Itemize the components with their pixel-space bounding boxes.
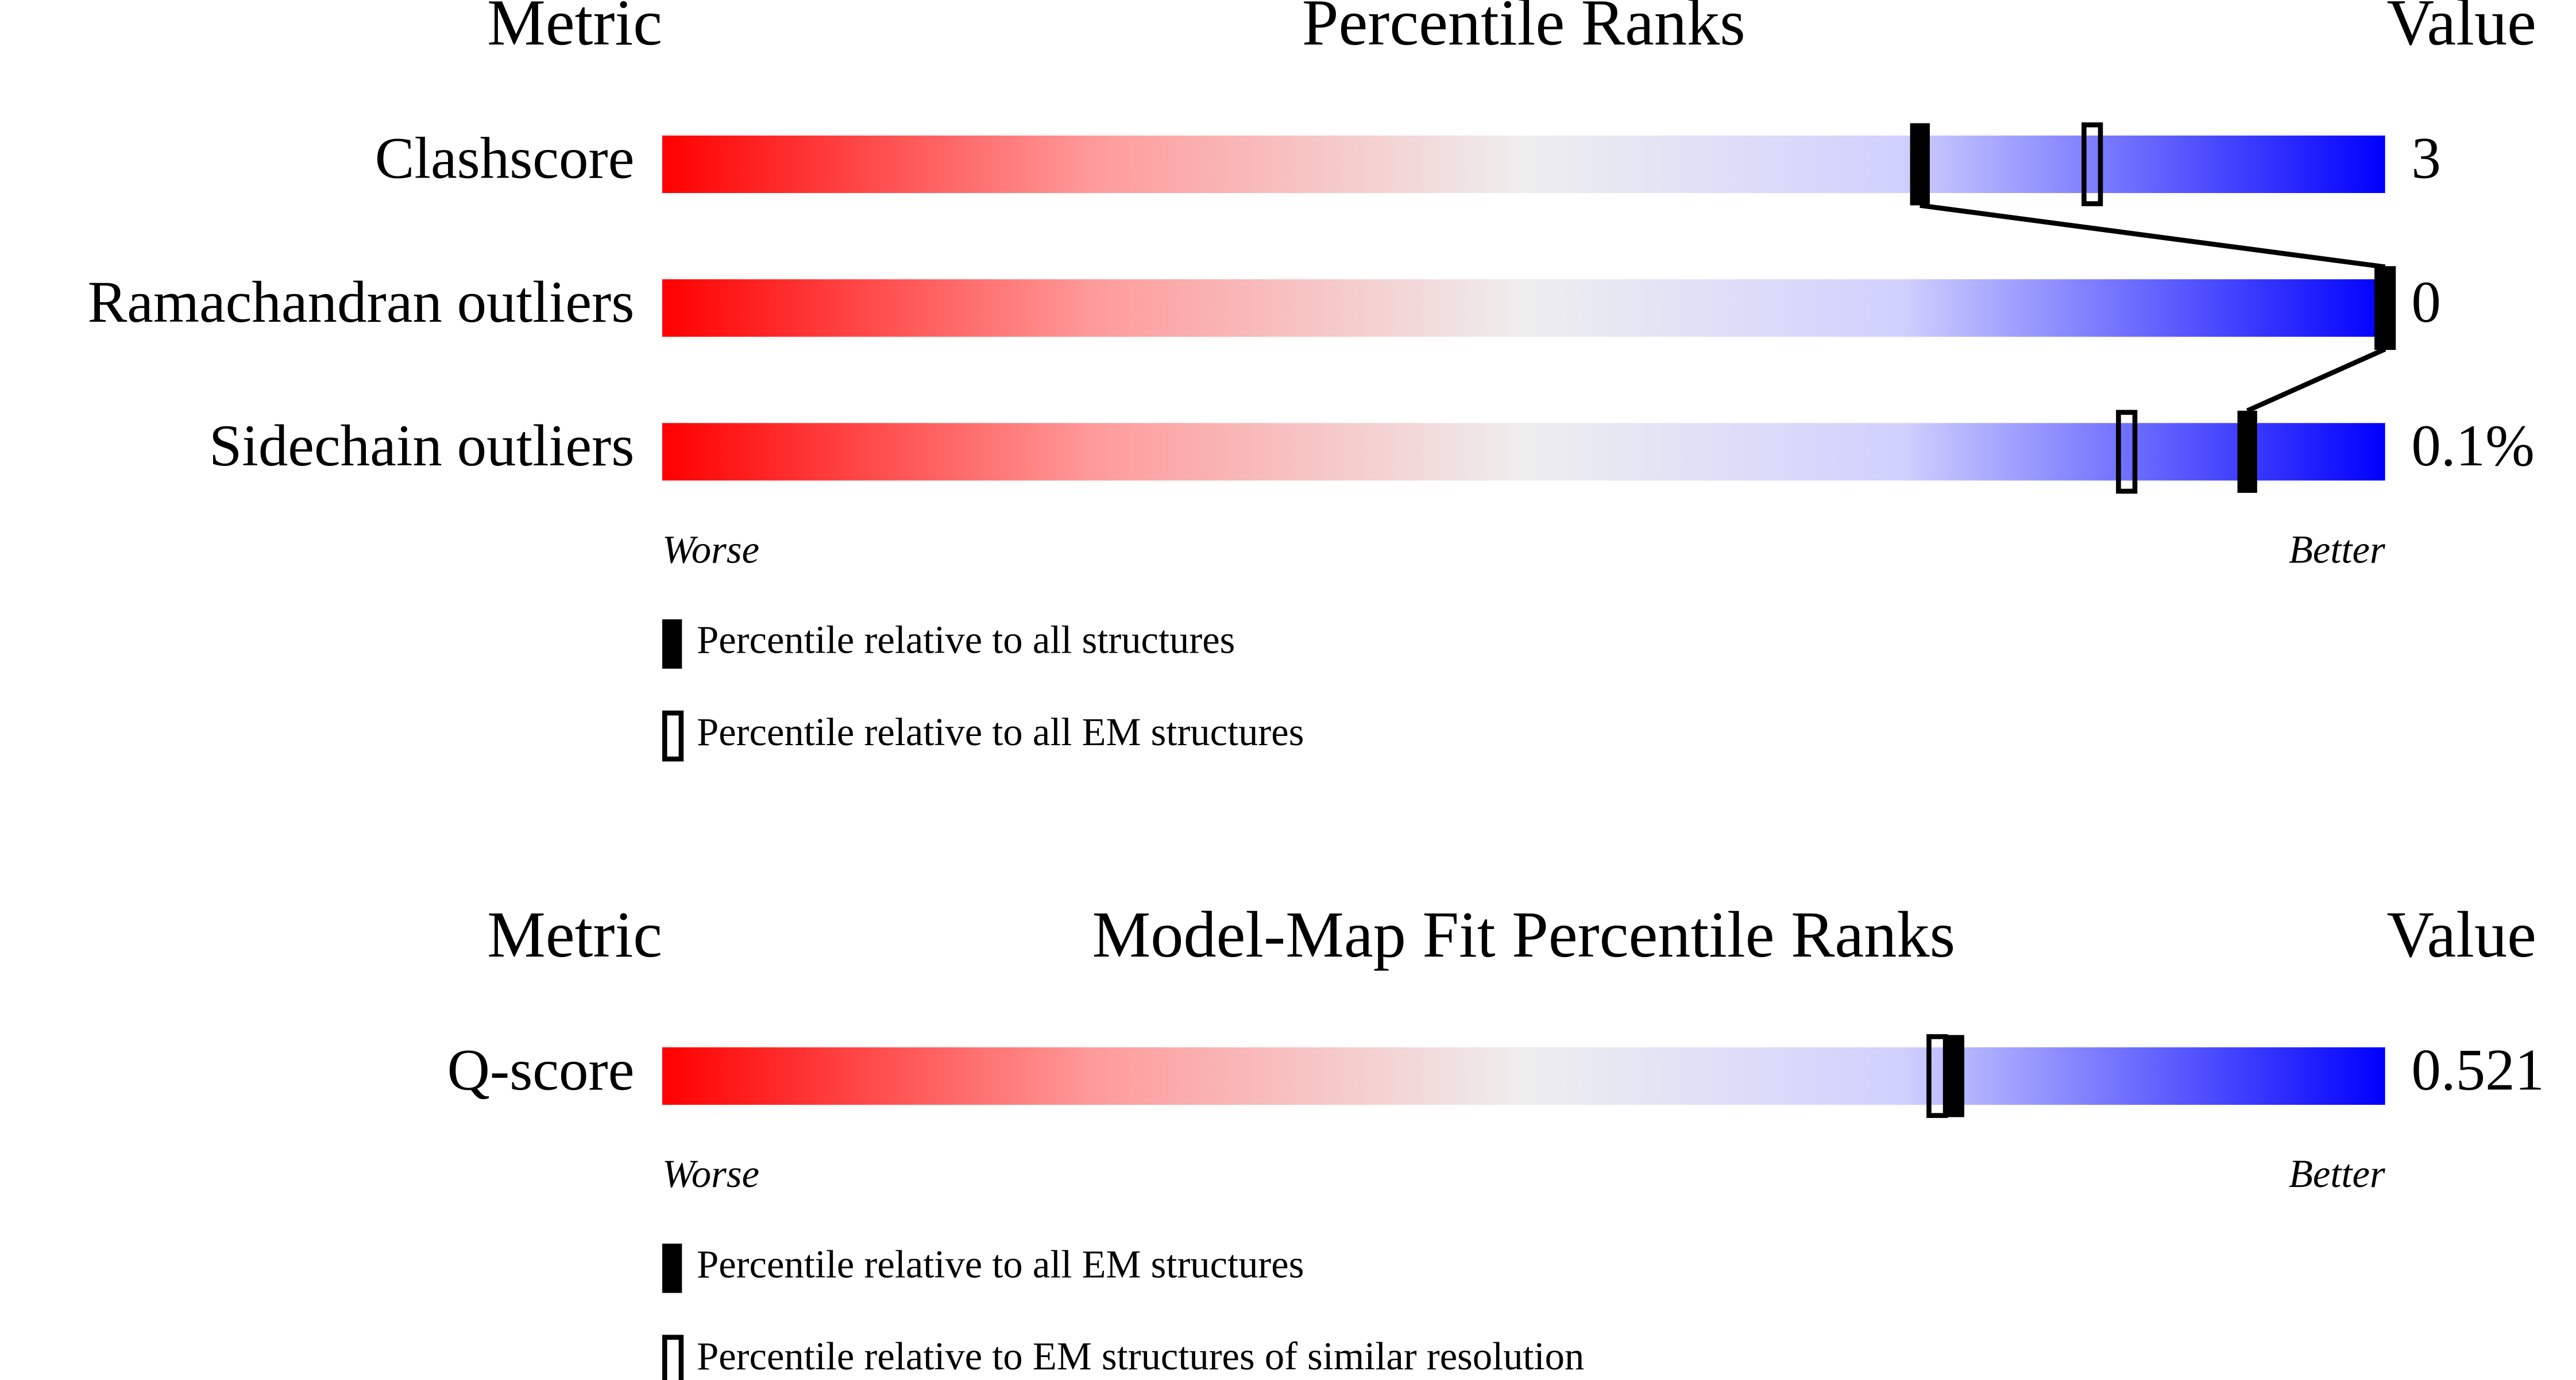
metric-header: Metric bbox=[487, 0, 662, 59]
marker-filled bbox=[1910, 123, 1930, 206]
metric-value: 0 bbox=[2411, 269, 2440, 335]
legend-label: Percentile relative to all EM structures bbox=[697, 1242, 1304, 1286]
metric-label: Q-score bbox=[447, 1038, 635, 1103]
low-label: Worse bbox=[662, 527, 759, 571]
high-label: Better bbox=[2289, 527, 2385, 571]
marker-filled bbox=[2237, 410, 2257, 493]
percentile-bar bbox=[662, 279, 2385, 337]
value-header: Value bbox=[2387, 898, 2536, 971]
percentile-bar bbox=[662, 1047, 2385, 1105]
legend-label: Percentile relative to all EM structures bbox=[697, 710, 1304, 754]
connector bbox=[2246, 346, 2386, 413]
metric-label: Clashscore bbox=[375, 126, 635, 191]
marker-filled bbox=[2375, 267, 2395, 349]
connector bbox=[1920, 203, 2386, 269]
marker-open bbox=[2081, 122, 2103, 206]
marker-open bbox=[2116, 410, 2138, 494]
legend-key-filled bbox=[662, 1243, 682, 1293]
metric-label: Ramachandran outliers bbox=[88, 269, 635, 335]
metric-label: Sidechain outliers bbox=[209, 413, 634, 479]
metric-value: 0.521 bbox=[2411, 1038, 2544, 1103]
metric-value: 0.1% bbox=[2411, 413, 2534, 479]
marker-filled bbox=[1944, 1035, 1964, 1117]
percentile-bar bbox=[662, 423, 2385, 481]
metric-value: 3 bbox=[2411, 126, 2440, 191]
chart-title: Model-Map Fit Percentile Ranks bbox=[1092, 898, 1956, 971]
low-label: Worse bbox=[662, 1152, 759, 1196]
high-label: Better bbox=[2289, 1152, 2385, 1196]
legend-label: Percentile relative to all structures bbox=[697, 618, 1235, 662]
metric-header: Metric bbox=[487, 898, 662, 971]
legend-key-filled bbox=[662, 619, 682, 669]
chart-title: Percentile Ranks bbox=[1302, 0, 1745, 59]
legend-key-open bbox=[662, 710, 684, 762]
legend-key-open bbox=[662, 1335, 684, 1380]
value-header: Value bbox=[2387, 0, 2536, 59]
legend-label: Percentile relative to EM structures of … bbox=[697, 1334, 1584, 1378]
percentile-bar bbox=[662, 135, 2385, 193]
